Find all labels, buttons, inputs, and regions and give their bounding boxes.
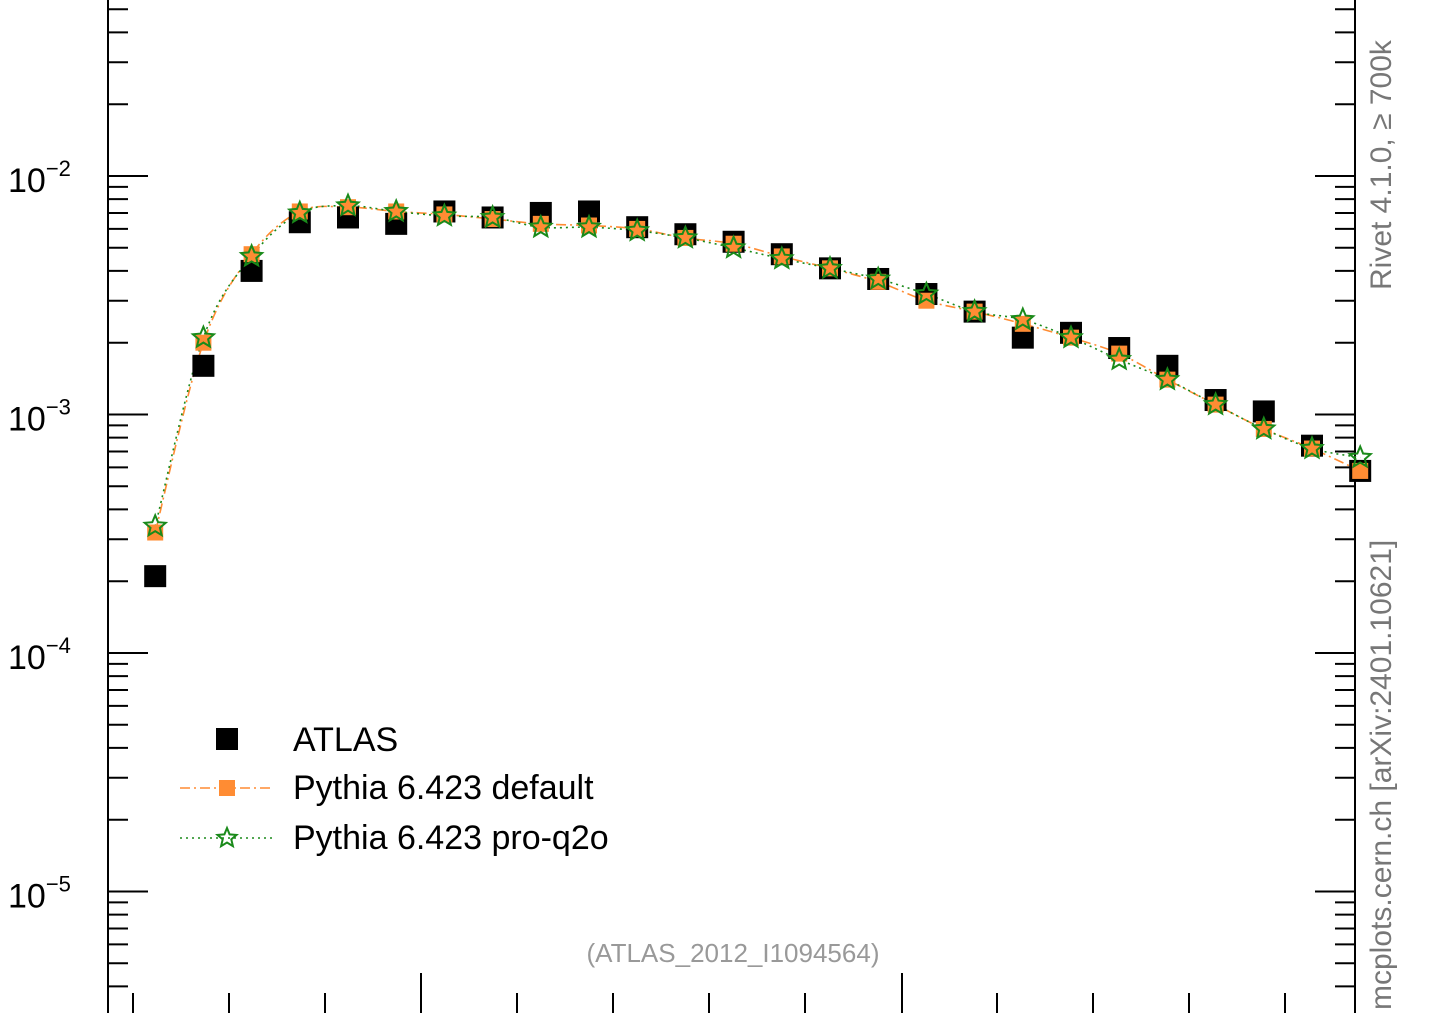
data-point-pythia-pro-q2o [431,202,458,227]
data-point-pythia-pro-q2o [1347,443,1374,469]
y-tick-label: 10−2 [8,156,71,200]
data-point-pythia-pro-q2o [913,280,940,305]
data-point-pythia-default [1111,345,1128,362]
data-point-pythia-default [340,199,356,216]
data-point-atlas [1156,354,1179,377]
rivet-version-label: Rivet 4.1.0, ≥ 700k [1365,39,1398,290]
data-point-pythia-pro-q2o [142,512,169,538]
data-point-pythia-pro-q2o [817,254,843,280]
data-point-pythia-pro-q2o [1058,324,1084,349]
data-point-atlas [1252,400,1275,423]
data-point-pythia-pro-q2o [479,203,506,229]
data-point-pythia-default [725,235,742,252]
y-tick-label: 10−3 [8,395,71,439]
legend-label-pythia-pro-q2o: Pythia 6.423 pro-q2o [293,819,609,857]
plot-frame [107,0,1356,1013]
y-axis-ticks [108,8,1355,988]
data-point-pythia-pro-q2o [1106,345,1133,371]
data-point-pythia-pro-q2o [720,234,747,259]
series-markers [142,192,1374,588]
legend-label-pythia-default: Pythia 6.423 default [293,769,594,807]
legend-item-pythia-pro-q2o: Pythia 6.423 pro-q2o [180,819,609,857]
data-point-pythia-pro-q2o [286,199,313,224]
series-line-pythia-default [154,205,1361,533]
data-point-pythia-pro-q2o [190,324,217,349]
data-point-pythia-pro-q2o [865,265,892,291]
data-point-pythia-pro-q2o [1250,415,1277,440]
data-point-pythia-pro-q2o [768,245,795,270]
legend-marker-pythia-pro-q2o [215,825,239,849]
x-axis-ticks [132,973,1286,1013]
y-tick-label: 10−5 [8,872,71,916]
analysis-name-label: (ATLAS_2012_I1094564) [587,938,880,968]
data-point-pythia-pro-q2o [383,197,410,223]
data-point-pythia-default [1352,462,1369,479]
data-point-pythia-pro-q2o [527,213,554,239]
data-point-atlas [1011,326,1034,349]
legend-marker-pythia-default [219,780,235,796]
y-tick-label: 10−4 [8,633,71,677]
data-point-atlas [578,200,600,223]
data-point-pythia-pro-q2o [1154,365,1181,391]
data-point-pythia-default [484,211,501,228]
data-point-pythia-default [532,215,549,232]
legend-item-atlas: ATLAS [216,721,398,759]
legend-label-atlas: ATLAS [293,721,398,759]
series-line-pythia-pro-q2o [154,204,1361,527]
data-point-pythia-pro-q2o [1202,390,1229,416]
data-point-pythia-pro-q2o [334,192,362,217]
data-point-pythia-pro-q2o [1009,305,1036,331]
legend-item-pythia-default: Pythia 6.423 default [180,769,594,807]
series-lines [154,204,1361,533]
data-point-atlas [192,354,215,377]
legend: ATLAS Pythia 6.423 default Pythia 6.423 … [180,721,609,857]
data-point-pythia-pro-q2o [1299,434,1325,460]
data-point-pythia-pro-q2o [672,224,699,249]
data-point-pythia-pro-q2o [575,213,603,239]
mcplots-source-label: mcplots.cern.ch [arXiv:2401.10621] [1365,540,1398,1010]
legend-marker-atlas [216,728,238,750]
data-point-pythia-pro-q2o [961,297,988,323]
data-point-atlas [240,259,263,282]
data-point-atlas [144,565,167,588]
data-point-pythia-pro-q2o [624,217,651,242]
data-point-pythia-pro-q2o [238,242,265,268]
y-axis-tick-labels: 10−2 10−3 10−4 10−5 [8,156,71,916]
